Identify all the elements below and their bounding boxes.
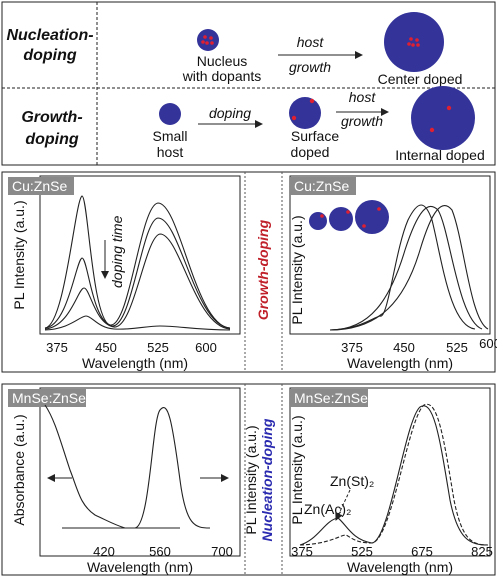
- side-label: Growth-doping: [255, 219, 271, 320]
- growth-panels: Cu:ZnSe PL Intensity (a.u.) 375 450 525 …: [1, 171, 497, 373]
- y-label: PL Intensity (a.u.): [11, 200, 27, 309]
- arrow-label: growth: [341, 113, 383, 129]
- caption: Internal doped: [395, 147, 485, 163]
- x-label: Wavelength (nm): [347, 559, 453, 575]
- arrow-label: host: [297, 34, 325, 50]
- plot-frame: [289, 387, 491, 557]
- x-tick-label: 525: [147, 340, 169, 355]
- label-box: [8, 177, 74, 195]
- y-label: Absorbance (a.u.): [11, 414, 27, 525]
- sample-label: MnSe:ZnSe: [12, 390, 86, 406]
- x-label: Wavelength (nm): [87, 559, 193, 575]
- particle: [197, 29, 219, 51]
- x-tick-label: 700: [211, 544, 233, 559]
- schematic: Nucleation- doping Nucleus with dopants …: [1, 1, 496, 166]
- y-label: PL Intensity (a.u.): [289, 415, 305, 524]
- dopants: [429, 105, 452, 133]
- plot-frame: [289, 175, 491, 335]
- annotation: Zn(St)₂: [330, 473, 374, 489]
- curve: [62, 407, 211, 529]
- curve: [44, 404, 180, 529]
- caption: Surface: [291, 128, 339, 144]
- row-label: Growth-: [21, 109, 82, 126]
- x-tick-label: 525: [446, 340, 468, 355]
- x-tick-label: 375: [46, 340, 68, 355]
- label-box: [290, 177, 356, 195]
- plot-frame: [39, 387, 241, 557]
- label-box: [290, 389, 368, 407]
- caption: Nucleus: [197, 53, 248, 69]
- sample-label: MnSe:ZnSe: [294, 390, 368, 406]
- x-tick-label: 450: [95, 340, 117, 355]
- dopants: [407, 37, 420, 47]
- x-tick-label: 450: [393, 340, 415, 355]
- x-tick-label: 825: [471, 544, 493, 559]
- particle: [384, 12, 444, 72]
- row-label: doping: [23, 47, 77, 64]
- x-tick-label: 375: [291, 544, 313, 559]
- sample-label: Cu:ZnSe: [294, 178, 349, 194]
- x-tick-label: 675: [411, 544, 433, 559]
- caption: Small: [152, 128, 187, 144]
- annotation: doping time: [109, 215, 125, 288]
- curve: [44, 233, 231, 330]
- particle: [159, 103, 181, 125]
- annotation: Zn(Ac)₂: [304, 501, 351, 517]
- x-tick-label: 600: [479, 336, 497, 351]
- y-label: PL Intensity (a.u.): [289, 215, 305, 324]
- caption: Center doped: [378, 71, 463, 87]
- caption: doped: [291, 144, 330, 160]
- row-label: Nucleation-: [6, 27, 93, 44]
- curve: [329, 205, 489, 331]
- x-tick-label: 375: [341, 340, 363, 355]
- x-tick-label: 420: [93, 544, 115, 559]
- caption: host: [157, 144, 184, 160]
- sample-label: Cu:ZnSe: [12, 178, 67, 194]
- x-label: Wavelength (nm): [347, 355, 453, 371]
- curve: [299, 403, 489, 546]
- dopants: [291, 98, 315, 121]
- particle: [411, 86, 475, 150]
- x-tick-label: 525: [351, 544, 373, 559]
- y-label: PL Intensity (a.u.): [243, 425, 259, 534]
- curve: [329, 205, 483, 331]
- panel-frame: [1, 171, 496, 373]
- curve: [44, 315, 231, 331]
- curve: [44, 195, 231, 329]
- dopants: [201, 35, 214, 45]
- x-tick-label: 560: [149, 544, 171, 559]
- curve: [299, 405, 489, 546]
- panel-frame: [1, 383, 496, 576]
- particle: [289, 97, 321, 129]
- row-label: doping: [25, 131, 79, 148]
- nucleation-panels: MnSe:ZnSe Absorbance (a.u.) 420 560 700 …: [1, 383, 496, 576]
- schematic-frame: [1, 1, 496, 166]
- x-label: Wavelength (nm): [82, 355, 188, 371]
- caption: with dopants: [182, 68, 262, 84]
- side-label: Nucleation-doping: [259, 418, 275, 541]
- curve: [44, 217, 231, 329]
- x-tick-label: 600: [195, 340, 217, 355]
- arrow-label: host: [349, 89, 377, 105]
- plot-frame: [39, 175, 241, 335]
- particle-series: [309, 200, 389, 234]
- label-box: [8, 389, 86, 407]
- arrow-label: doping: [209, 105, 251, 121]
- arrow-label: growth: [289, 59, 331, 75]
- arrow: [335, 489, 351, 521]
